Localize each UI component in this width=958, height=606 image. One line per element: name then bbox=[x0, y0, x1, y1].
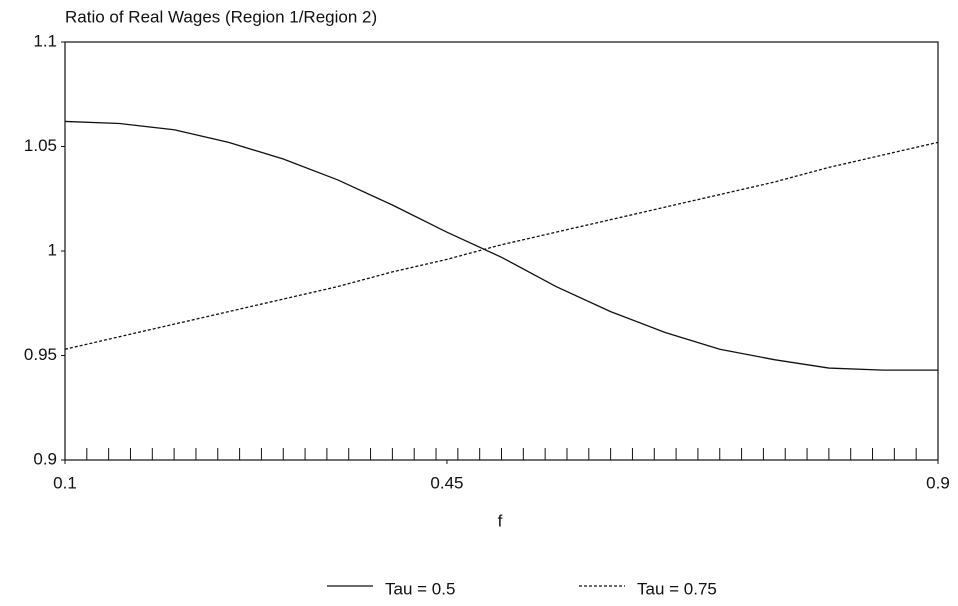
x-axis-label: f bbox=[498, 511, 503, 530]
line-series bbox=[64, 141, 939, 350]
y-tick-label: 1.05 bbox=[24, 136, 57, 155]
x-tick-label: 0.1 bbox=[53, 473, 77, 492]
line-series bbox=[64, 120, 938, 371]
y-tick-label: 1 bbox=[48, 240, 57, 259]
y-tick-label: 0.9 bbox=[33, 449, 57, 468]
x-tick-label: 0.45 bbox=[430, 473, 463, 492]
legend-label: Tau = 0.5 bbox=[385, 579, 455, 598]
x-tick-label: 0.9 bbox=[926, 473, 950, 492]
y-tick-label: 0.95 bbox=[24, 345, 57, 364]
plot-frame bbox=[64, 41, 939, 461]
chart-title: Ratio of Real Wages (Region 1/Region 2) bbox=[65, 7, 377, 26]
legend-label: Tau = 0.75 bbox=[637, 579, 717, 598]
y-tick-label: 1.1 bbox=[33, 31, 57, 50]
